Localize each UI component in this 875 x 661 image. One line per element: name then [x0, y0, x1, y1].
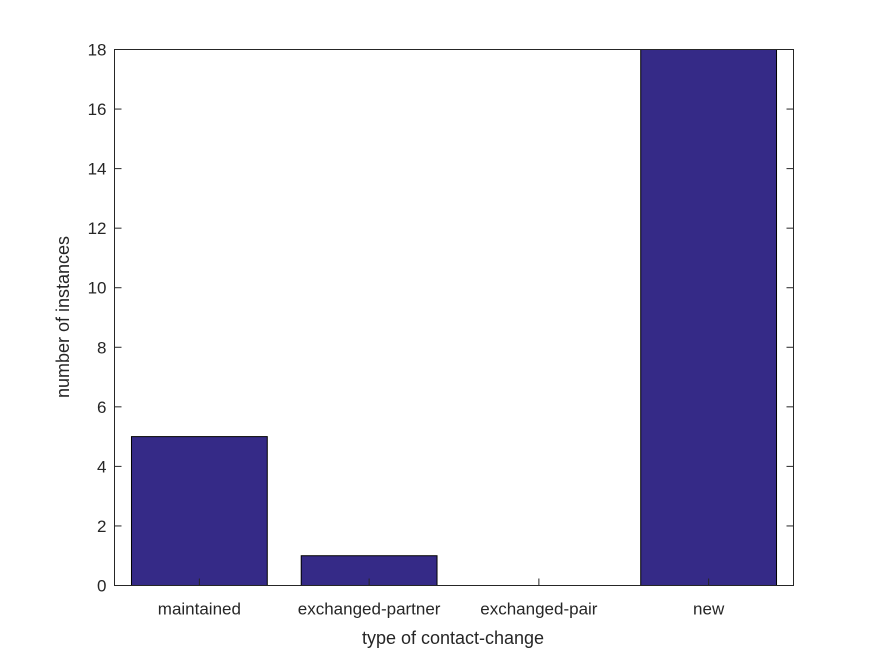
y-axis: 0 2 4 6 8 10 12 14 16 18 — [88, 41, 794, 596]
x-tick-label: new — [693, 600, 725, 619]
y-axis-label: number of instances — [53, 236, 73, 398]
x-axis: maintained exchanged-partner exchanged-pai… — [158, 578, 725, 619]
y-tick-label: 14 — [88, 160, 107, 179]
y-tick-label: 16 — [88, 100, 107, 119]
y-tick-label: 4 — [97, 457, 106, 476]
y-tick-label: 2 — [97, 517, 106, 536]
y-tick-label: 12 — [88, 219, 107, 238]
axes-box — [114, 49, 794, 586]
bar-maintained — [130, 436, 268, 586]
y-tick-label: 0 — [97, 577, 106, 596]
y-tick-label: 8 — [97, 338, 106, 357]
x-tick-label: exchanged-pair — [480, 600, 598, 619]
bars — [130, 49, 778, 587]
y-tick-label: 6 — [97, 398, 106, 417]
x-tick-label: exchanged-partner — [298, 600, 441, 619]
x-axis-label: type of contact-change — [362, 628, 544, 648]
x-tick-label: maintained — [158, 600, 241, 619]
y-tick-label: 18 — [88, 41, 107, 60]
y-tick-label: 10 — [88, 279, 107, 298]
bar-new — [640, 49, 778, 586]
